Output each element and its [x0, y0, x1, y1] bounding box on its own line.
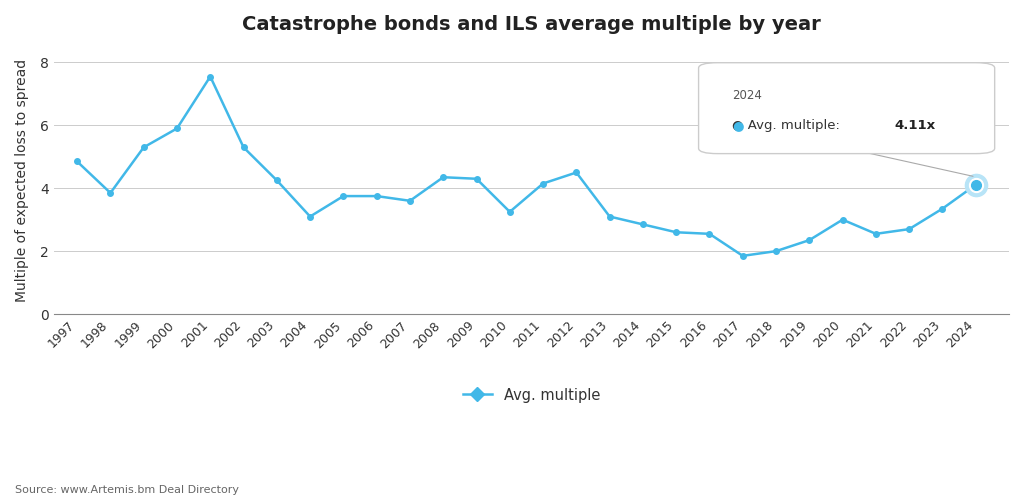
Text: Source: www.Artemis.bm Deal Directory: Source: www.Artemis.bm Deal Directory: [15, 485, 240, 495]
Text: 4.11x: 4.11x: [894, 119, 936, 132]
Text: 2024: 2024: [732, 89, 762, 102]
Y-axis label: Multiple of expected loss to spread: Multiple of expected loss to spread: [15, 59, 29, 302]
Text: ●: ●: [732, 119, 743, 132]
Text: ● Avg. multiple:: ● Avg. multiple:: [732, 119, 844, 132]
FancyBboxPatch shape: [698, 63, 994, 154]
Legend: Avg. multiple: Avg. multiple: [457, 382, 606, 409]
Title: Catastrophe bonds and ILS average multiple by year: Catastrophe bonds and ILS average multip…: [242, 15, 821, 34]
